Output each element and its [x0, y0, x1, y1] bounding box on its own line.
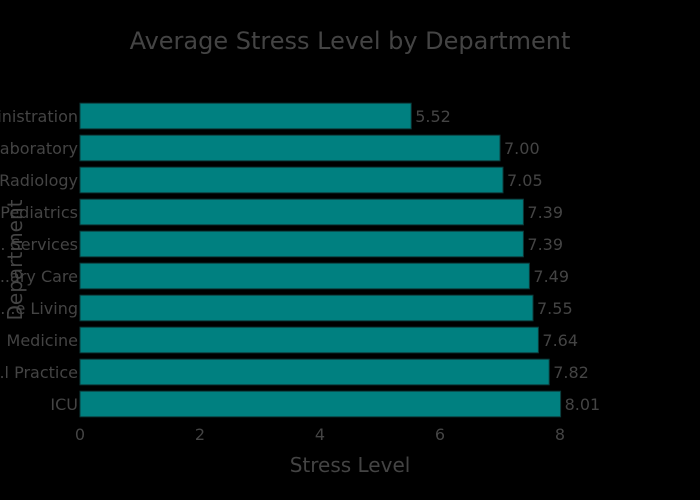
x-tick-label-8: 8 [555, 425, 565, 444]
bar-5 [79, 262, 530, 290]
y-tick-label-8: Radiology [0, 171, 78, 190]
data-label-2: 7.82 [553, 363, 589, 382]
bar-2 [79, 358, 550, 386]
y-tick-label-10: ...inistration [0, 107, 78, 126]
y-tick-label-5: ...ary Care [0, 267, 78, 286]
x-tick-label-4: 4 [315, 425, 325, 444]
bar-7 [79, 198, 524, 226]
x-axis-title: Stress Level [290, 453, 411, 477]
data-label-5: 7.49 [533, 267, 569, 286]
data-label-8: 7.05 [507, 171, 543, 190]
x-tick-label-6: 6 [435, 425, 445, 444]
bar-3 [79, 326, 539, 354]
bar-1 [79, 390, 562, 418]
bar-6 [79, 230, 524, 258]
y-tick-label-4: ...e Living [0, 299, 78, 318]
bar-9 [79, 134, 501, 162]
x-tick-label-0: 0 [75, 425, 85, 444]
y-tick-label-2: ...l Practice [0, 363, 78, 382]
data-label-6: 7.39 [527, 235, 563, 254]
data-label-3: 7.64 [542, 331, 578, 350]
y-axis-title: Department [3, 199, 27, 320]
y-tick-label-7: Pediatrics [0, 203, 78, 222]
y-tick-label-3: ... Medicine [0, 331, 78, 350]
y-tick-label-1: ICU [50, 395, 78, 414]
plot-area: 8.01 ICU 7.82 ...l Practice 7.64 ... Medicine… [0, 102, 601, 444]
data-label-10: 5.52 [415, 107, 451, 126]
data-label-7: 7.39 [527, 203, 563, 222]
bar-10 [79, 102, 412, 130]
data-label-4: 7.55 [537, 299, 573, 318]
chart-title: Average Stress Level by Department [130, 27, 571, 55]
x-tick-label-2: 2 [195, 425, 205, 444]
data-label-1: 8.01 [565, 395, 601, 414]
data-label-9: 7.00 [504, 139, 540, 158]
y-tick-label-6: ... Services [0, 235, 78, 254]
bar-8 [79, 166, 504, 194]
y-tick-label-9: ...aboratory [0, 139, 78, 158]
bar-4 [79, 294, 534, 322]
